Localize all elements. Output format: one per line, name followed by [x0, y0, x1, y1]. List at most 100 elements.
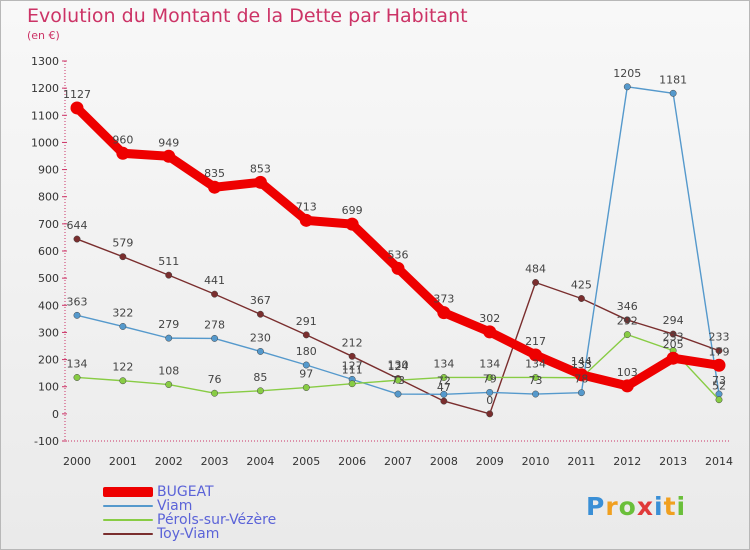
x-tick-label: 2013 [659, 455, 687, 468]
data-label: 713 [296, 200, 317, 213]
data-label: 291 [296, 315, 317, 328]
series-line-bugeat [72, 103, 724, 391]
data-label: 322 [112, 306, 133, 319]
data-label: 0 [486, 394, 493, 407]
data-label: 367 [250, 294, 271, 307]
data-label: 373 [433, 293, 454, 306]
data-point [486, 410, 494, 418]
data-label: 949 [158, 136, 179, 149]
data-label: 134 [479, 357, 500, 370]
data-label: 52 [712, 380, 726, 393]
data-label: 111 [342, 364, 363, 377]
data-point [532, 279, 540, 286]
data-point [669, 89, 677, 97]
data-label: 230 [250, 331, 271, 344]
data-point [394, 376, 402, 384]
x-tick-label: 2000 [63, 455, 91, 468]
x-tick-label: 2006 [338, 455, 366, 468]
y-tick-label: 300 [38, 326, 59, 339]
data-point [208, 180, 222, 194]
data-point [440, 374, 448, 381]
data-label: 579 [112, 237, 133, 250]
data-label: 233 [663, 331, 684, 344]
data-point [116, 146, 130, 160]
data-label: 134 [433, 357, 454, 370]
chart-unit-label: (en €) [27, 29, 60, 42]
data-label: 441 [204, 274, 225, 287]
x-tick-label: 2002 [155, 455, 183, 468]
legend-item-bugeat: BUGEAT [103, 484, 276, 500]
data-point [211, 389, 219, 397]
data-point [486, 388, 494, 396]
data-label: 130 [388, 359, 409, 372]
data-point [712, 358, 726, 372]
legend-item-toy-viam: Toy-Viam [103, 526, 276, 542]
data-point [669, 330, 677, 338]
data-label: 294 [663, 314, 684, 327]
data-point [666, 351, 680, 365]
data-point [302, 331, 310, 339]
y-tick-label: 800 [38, 191, 59, 204]
legend-label: Pérols-sur-Vézère [157, 512, 277, 528]
data-label: 644 [67, 219, 88, 232]
data-point [165, 381, 173, 388]
data-label: 233 [709, 331, 730, 344]
data-point [345, 217, 359, 231]
data-label: 217 [525, 335, 546, 348]
data-point [119, 323, 127, 330]
y-tick-label: 1000 [31, 136, 59, 149]
data-point [577, 295, 585, 302]
x-tick-label: 2004 [246, 455, 274, 468]
data-label: 47 [437, 381, 451, 394]
data-label: 536 [388, 248, 409, 261]
data-point [529, 348, 543, 362]
data-point [623, 331, 631, 339]
data-label: 133 [571, 358, 592, 371]
data-point [119, 377, 127, 385]
x-tick-label: 2014 [705, 455, 733, 468]
y-tick-label: 1200 [31, 82, 59, 95]
data-label: 302 [479, 312, 500, 325]
data-label: 278 [204, 318, 225, 331]
data-label: 699 [342, 204, 363, 217]
data-label: 205 [663, 338, 684, 351]
data-point [70, 101, 84, 115]
y-tick-label: 600 [38, 245, 59, 258]
data-label: 85 [253, 371, 267, 384]
data-point [256, 310, 264, 318]
y-tick-label: 0 [52, 408, 59, 421]
x-tick-label: 2003 [201, 455, 229, 468]
data-label: 960 [112, 133, 133, 146]
legend-swatch [103, 505, 153, 507]
legend-label: Toy-Viam [157, 526, 220, 542]
data-label: 72 [437, 374, 451, 387]
data-point [256, 347, 264, 355]
x-tick-label: 2012 [613, 455, 641, 468]
data-label: 73 [391, 374, 405, 387]
y-tick-label: 500 [38, 272, 59, 285]
data-label: 124 [388, 360, 409, 373]
data-point [623, 83, 631, 91]
x-tick-label: 2010 [522, 455, 550, 468]
data-label: 78 [574, 373, 588, 386]
data-point [486, 374, 494, 381]
data-point [574, 368, 588, 382]
data-point [211, 334, 219, 342]
data-point [211, 290, 219, 298]
data-point [715, 396, 723, 404]
data-label: 122 [112, 361, 133, 374]
data-label: 127 [342, 359, 363, 372]
data-label: 346 [617, 300, 638, 313]
data-point [119, 253, 127, 261]
data-point [440, 397, 448, 405]
y-tick-label: 700 [38, 218, 59, 231]
data-label: 1181 [659, 73, 687, 86]
x-tick-label: 2009 [476, 455, 504, 468]
data-point [302, 384, 310, 391]
data-point [532, 374, 540, 381]
data-label: 425 [571, 279, 592, 292]
data-point [162, 149, 176, 163]
data-point [394, 390, 402, 398]
data-point [299, 213, 313, 227]
data-point [73, 311, 81, 319]
